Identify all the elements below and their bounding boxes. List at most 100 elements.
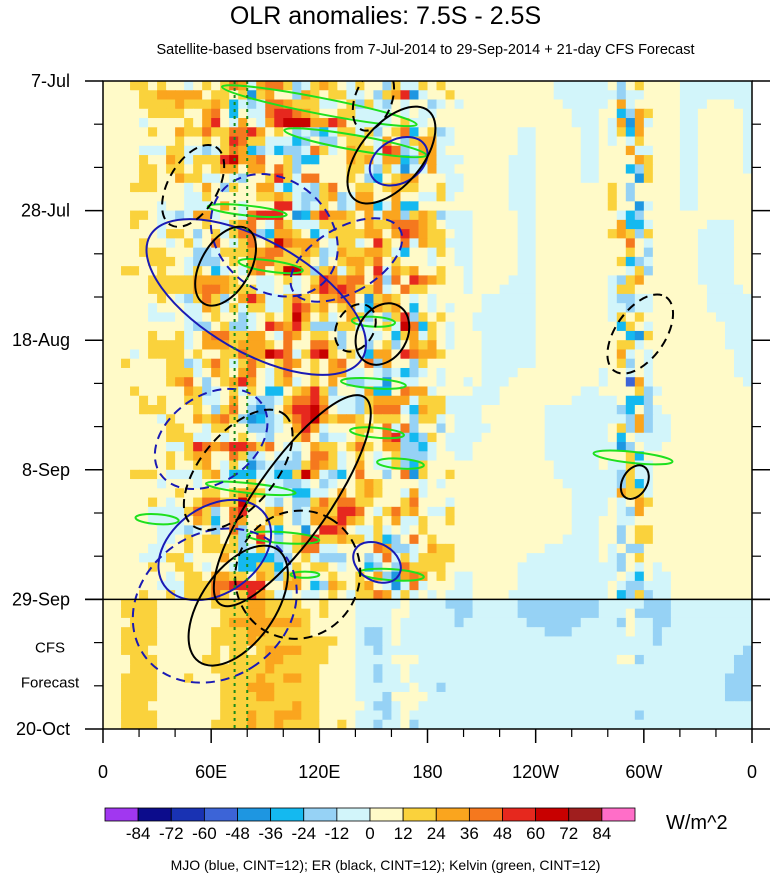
- heat-cell: [652, 543, 663, 554]
- heat-cell: [535, 562, 546, 573]
- heat-cell: [661, 506, 672, 517]
- heat-cell: [418, 590, 429, 600]
- heat-cell: [454, 451, 465, 462]
- heat-cell: [508, 377, 519, 388]
- heat-cell: [517, 451, 528, 462]
- heat-cell: [490, 238, 501, 249]
- heat-cell: [355, 386, 365, 397]
- heat-cell: [409, 414, 420, 425]
- heat-cell: [292, 488, 302, 499]
- heat-cell: [112, 81, 122, 91]
- heat-cell: [238, 682, 248, 693]
- heat-cell: [697, 192, 708, 202]
- heat-cell: [130, 469, 140, 480]
- heat-cell: [715, 256, 726, 267]
- heat-cell: [589, 654, 600, 665]
- heat-cell: [436, 710, 447, 721]
- heat-cell: [247, 192, 257, 202]
- heat-cell: [580, 173, 591, 184]
- heat-cell: [256, 358, 266, 369]
- heat-cell: [517, 553, 528, 563]
- heat-cell: [742, 358, 752, 369]
- heat-cell: [535, 173, 546, 184]
- heat-cell: [706, 330, 717, 341]
- heat-cell: [625, 266, 636, 276]
- heat-cell: [202, 701, 212, 712]
- heat-cell: [391, 266, 402, 276]
- heat-cell: [166, 127, 176, 138]
- heat-cell: [661, 479, 672, 489]
- heat-cell: [130, 599, 140, 610]
- heat-cell: [625, 173, 636, 184]
- heat-cell: [724, 664, 735, 675]
- heat-cell: [283, 164, 293, 175]
- heat-cell: [688, 238, 699, 249]
- heat-cell: [733, 293, 744, 304]
- heat-cell: [607, 488, 618, 499]
- heat-cell: [481, 145, 492, 156]
- heat-cell: [157, 155, 167, 165]
- heat-cell: [535, 506, 546, 517]
- heat-cell: [652, 627, 663, 638]
- heat-cell: [643, 645, 654, 656]
- heat-cell: [184, 210, 194, 221]
- heat-cell: [661, 256, 672, 267]
- heat-cell: [643, 293, 654, 304]
- heat-cell: [193, 312, 203, 323]
- heat-cell: [139, 99, 149, 110]
- heat-cell: [265, 691, 275, 702]
- heat-cell: [148, 367, 158, 378]
- heat-cell: [517, 479, 528, 489]
- heat-cell: [526, 627, 537, 638]
- heat-cell: [553, 617, 564, 628]
- heat-cell: [589, 432, 600, 443]
- heat-cell: [220, 691, 230, 702]
- heat-cell: [598, 525, 609, 536]
- heat-cell: [517, 599, 528, 610]
- heat-cell: [508, 173, 519, 184]
- heat-cell: [130, 516, 140, 526]
- heat-cell: [535, 534, 546, 545]
- heat-cell: [328, 405, 338, 415]
- heat-cell: [652, 599, 663, 610]
- heat-cell: [355, 118, 365, 128]
- heat-cell: [454, 525, 465, 536]
- heat-cell: [679, 192, 690, 202]
- heat-cell: [355, 636, 365, 647]
- heat-cell: [544, 701, 555, 712]
- heat-cell: [625, 580, 636, 591]
- heat-cell: [301, 229, 311, 239]
- heat-cell: [544, 617, 555, 628]
- heat-cell: [544, 340, 555, 351]
- heat-cell: [427, 201, 438, 212]
- heat-cell: [634, 432, 645, 443]
- heat-cell: [589, 543, 600, 554]
- heat-cell: [589, 99, 600, 110]
- heat-cell: [283, 710, 293, 721]
- heat-cell: [724, 534, 735, 545]
- heat-cell: [301, 108, 311, 119]
- heat-cell: [580, 118, 591, 128]
- heat-cell: [715, 432, 726, 443]
- heat-cell: [670, 164, 681, 175]
- heat-cell: [454, 627, 465, 638]
- heat-cell: [679, 636, 690, 647]
- heat-cell: [562, 108, 573, 119]
- heat-cell: [364, 136, 375, 147]
- heat-cell: [328, 145, 338, 156]
- heat-cell: [274, 386, 284, 397]
- heat-cell: [634, 617, 645, 628]
- heat-cell: [544, 275, 555, 286]
- heat-cell: [283, 534, 293, 545]
- heat-cell: [508, 590, 519, 600]
- heat-cell: [301, 247, 311, 258]
- heat-cell: [481, 284, 492, 295]
- heat-cell: [490, 664, 501, 675]
- heat-cell: [166, 599, 176, 610]
- heat-cell: [724, 367, 735, 378]
- heat-cell: [418, 516, 429, 526]
- heat-cell: [382, 682, 393, 693]
- heat-cell: [220, 469, 230, 480]
- heat-cell: [481, 229, 492, 239]
- heat-cell: [463, 312, 474, 323]
